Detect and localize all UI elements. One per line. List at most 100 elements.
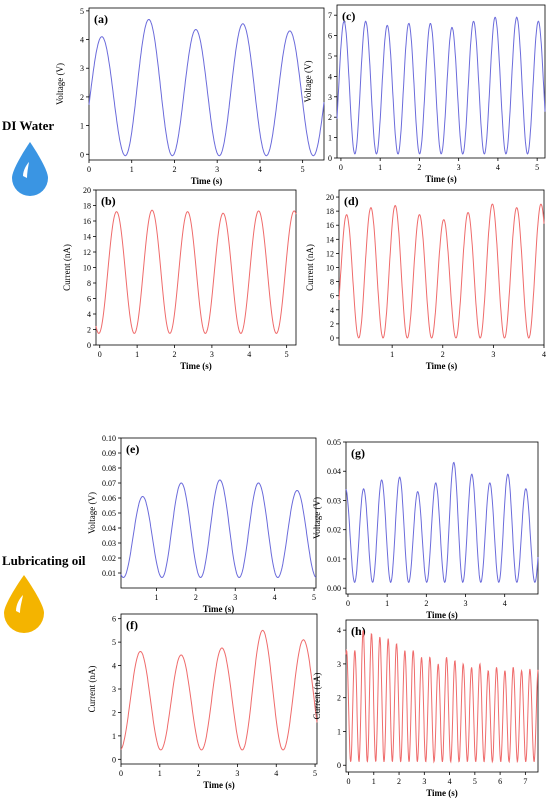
panel-label: (e) [126,442,139,456]
x-tick-label: 1 [372,777,376,786]
x-axis-label: Time (s) [180,361,212,371]
series-line [88,19,325,157]
x-tick-label: 0 [347,777,351,786]
x-tick-label: 2 [197,769,201,778]
x-tick-label: 4 [496,163,500,172]
y-axis-label: Voltage (V) [55,63,65,105]
y-tick-label: 4 [337,626,341,635]
y-tick-label: 8 [330,278,334,287]
y-tick-label: 1 [112,732,116,741]
series-line [345,461,539,584]
y-tick-label: 8 [87,279,91,288]
y-tick-label: 0.04 [102,524,116,533]
x-axis-label: Time (s) [425,174,457,184]
y-tick-label: 2 [80,93,84,102]
y-tick-label: 20 [326,193,334,202]
y-tick-label: 4 [87,310,91,319]
panel-label: (g) [351,446,365,460]
x-tick-label: 0 [346,599,350,608]
y-tick-label: 0.06 [102,494,116,503]
x-tick-label: 2 [173,350,177,359]
series-line [338,203,545,339]
x-tick-label: 3 [235,769,239,778]
y-tick-label: 6 [112,615,116,624]
water-drop-icon [12,142,48,196]
y-tick-label: 2 [328,113,332,122]
chart-panel-h: 0 1 2 3 4 5 6 7 0 1 2 3 4 Time (s) Current (nA) (h) [312,619,539,798]
y-tick-label: 18 [326,207,334,216]
series-line [120,629,318,751]
x-tick-label: 6 [498,777,502,786]
y-tick-label: 3 [112,685,116,694]
y-tick-label: 0 [337,761,341,770]
y-tick-label: 0.05 [327,438,341,447]
x-tick-label: 7 [523,777,527,786]
y-tick-label: 10 [83,264,91,273]
y-tick-label: 0 [80,150,84,159]
x-tick-label: 1 [154,593,158,602]
plot-frame [336,4,546,159]
x-axis-label: Time (s) [426,788,458,798]
y-axis-label: Voltage (V) [303,60,313,102]
y-tick-label: 4 [328,72,332,81]
y-tick-label: 16 [326,221,334,230]
x-tick-label: 5 [301,165,305,174]
y-tick-label: 4 [112,662,116,671]
x-tick-label: 5 [313,769,317,778]
x-tick-label: 2 [397,777,401,786]
y-tick-label: 0.01 [327,555,341,564]
plot-frame [338,189,545,346]
x-tick-label: 3 [422,777,426,786]
group-label-water: DI Water [2,118,55,133]
y-tick-label: 3 [80,64,84,73]
y-tick-label: 5 [112,638,116,647]
x-tick-label: 4 [503,599,507,608]
y-tick-label: 0.03 [327,496,341,505]
x-tick-label: 1 [385,599,389,608]
x-tick-label: 2 [441,350,445,359]
y-tick-label: 16 [83,217,91,226]
y-tick-label: 0.02 [102,554,116,563]
panel-label: (d) [344,194,359,208]
y-tick-label: 20 [83,186,91,195]
x-tick-label: 4 [273,593,277,602]
x-tick-label: 0 [119,769,123,778]
x-tick-label: 3 [215,165,219,174]
y-tick-label: 0.01 [102,569,116,578]
y-tick-label: 0.10 [102,434,116,443]
panel-label: (a) [94,12,108,26]
y-tick-label: 2 [330,320,334,329]
plot-frame [345,619,539,773]
y-tick-label: 0 [330,334,334,343]
y-tick-label: 1 [328,134,332,143]
group-label-oil: Lubricating oil [2,553,86,568]
y-tick-label: 10 [326,264,334,273]
x-tick-label: 4 [258,165,262,174]
x-tick-label: 4 [247,350,251,359]
plot-frame [120,437,317,589]
chart-panel-c: 0 1 2 3 4 5 0 1 2 3 4 5 6 7 Time (s) Voltage (V) (c) [303,4,546,184]
y-tick-label: 1 [337,727,341,736]
y-tick-label: 0 [87,341,91,350]
plot-frame [345,441,539,595]
x-tick-label: 5 [535,163,539,172]
y-axis-label: Voltage (V) [312,497,322,539]
y-tick-label: 7 [328,11,332,20]
x-tick-label: 0 [98,350,102,359]
chart-panel-a: 0 1 2 3 4 5 0 1 2 3 4 5 Time (s) Voltage (V) (a) [55,7,325,186]
y-axis-label: Current (nA) [62,244,72,291]
x-tick-label: 1 [130,165,134,174]
series-line [345,630,539,764]
x-tick-label: 3 [464,599,468,608]
x-tick-label: 2 [194,593,198,602]
y-tick-label: 0.04 [327,467,341,476]
x-tick-label: 2 [172,165,176,174]
x-tick-label: 0 [339,163,343,172]
panel-label: (b) [101,194,116,208]
y-tick-label: 12 [83,248,91,257]
y-tick-label: 2 [112,708,116,717]
y-tick-label: 6 [87,295,91,304]
y-tick-label: 0.05 [102,509,116,518]
y-tick-label: 3 [337,660,341,669]
y-tick-label: 4 [80,36,84,45]
